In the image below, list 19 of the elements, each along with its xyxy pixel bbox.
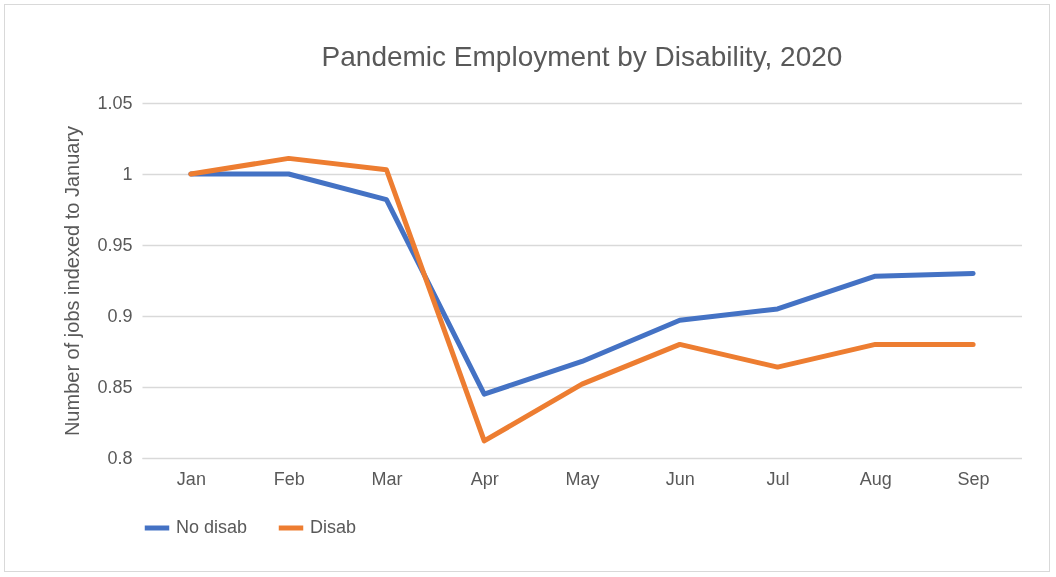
legend-label: No disab xyxy=(176,517,248,537)
legend-label: Disab xyxy=(310,517,357,537)
y-tick-label: 1.05 xyxy=(97,92,133,113)
y-axis-title: Number of jobs indexed to January xyxy=(61,125,84,437)
x-tick-label: Aug xyxy=(859,468,892,489)
x-tick-label: Apr xyxy=(470,468,499,489)
y-tick-label: 1 xyxy=(122,163,133,184)
x-tick-label: Jan xyxy=(176,468,206,489)
x-tick-label: Sep xyxy=(957,468,990,489)
y-tick-label: 0.95 xyxy=(97,234,133,255)
y-tick-label: 0.9 xyxy=(107,305,133,326)
x-tick-label: May xyxy=(565,468,600,489)
x-tick-label: Mar xyxy=(371,468,403,489)
x-tick-label: Feb xyxy=(273,468,305,489)
x-tick-label: Jun xyxy=(665,468,695,489)
y-tick-label: 0.8 xyxy=(107,447,133,468)
x-tick-label: Jul xyxy=(766,468,790,489)
y-tick-label: 0.85 xyxy=(97,376,133,397)
chart-title: Pandemic Employment by Disability, 2020 xyxy=(321,41,843,72)
